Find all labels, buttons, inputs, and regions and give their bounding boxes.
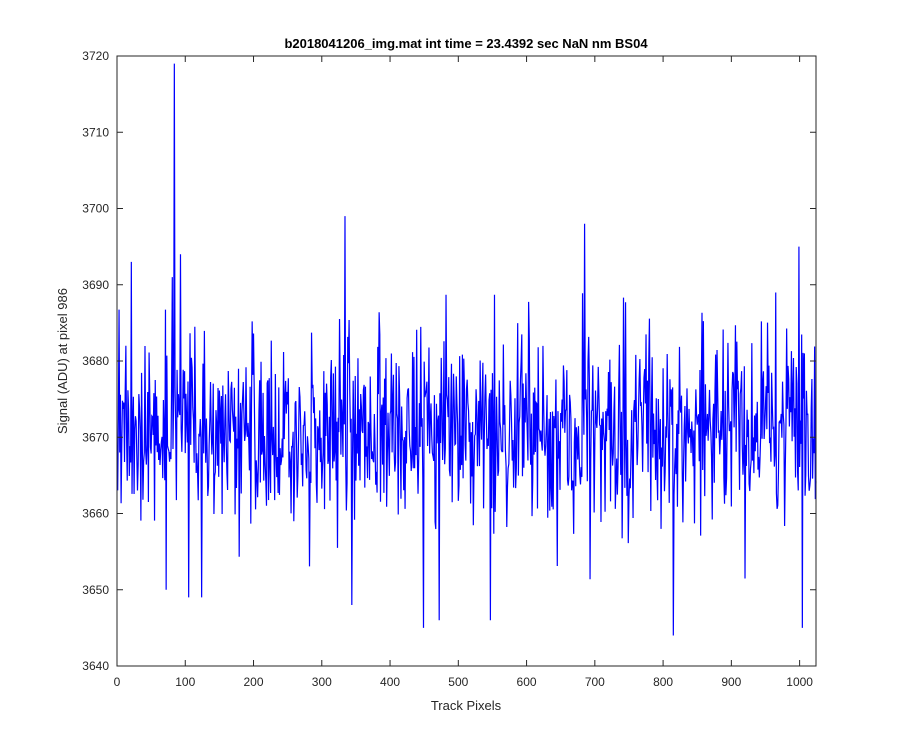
y-tick-label: 3640 (82, 659, 109, 673)
plot-area (117, 63, 817, 636)
y-tick-label: 3720 (82, 49, 109, 63)
x-axis: 0 100 200 300 400 500 600 700 800 900 1000 (114, 56, 813, 689)
x-tick-label: 200 (244, 675, 264, 689)
signal-series-line (117, 63, 817, 636)
axes-box (116, 55, 817, 667)
x-tick-label: 300 (312, 675, 332, 689)
y-axis: 3640 3650 3660 3670 3680 3690 3700 3710 3720 (82, 49, 816, 673)
y-tick-label: 3710 (82, 125, 109, 139)
x-tick-label: 1000 (786, 675, 813, 689)
x-tick-label: 800 (653, 675, 673, 689)
x-tick-label: 400 (380, 675, 400, 689)
y-tick-label: 3700 (82, 202, 109, 216)
x-tick-label: 600 (517, 675, 537, 689)
x-axis-label: Track Pixels (431, 698, 502, 713)
x-tick-label: 700 (585, 675, 605, 689)
chart-title: b2018041206_img.mat int time = 23.4392 s… (284, 36, 648, 51)
y-axis-label: Signal (ADU) at pixel 986 (55, 288, 70, 434)
x-tick-label: 0 (114, 675, 121, 689)
y-tick-label: 3670 (82, 430, 109, 444)
y-tick-label: 3660 (82, 507, 109, 521)
x-tick-label: 100 (175, 675, 195, 689)
y-tick-label: 3690 (82, 278, 109, 292)
y-tick-label: 3680 (82, 354, 109, 368)
x-tick-label: 900 (721, 675, 741, 689)
x-tick-label: 500 (448, 675, 468, 689)
y-tick-label: 3650 (82, 583, 109, 597)
